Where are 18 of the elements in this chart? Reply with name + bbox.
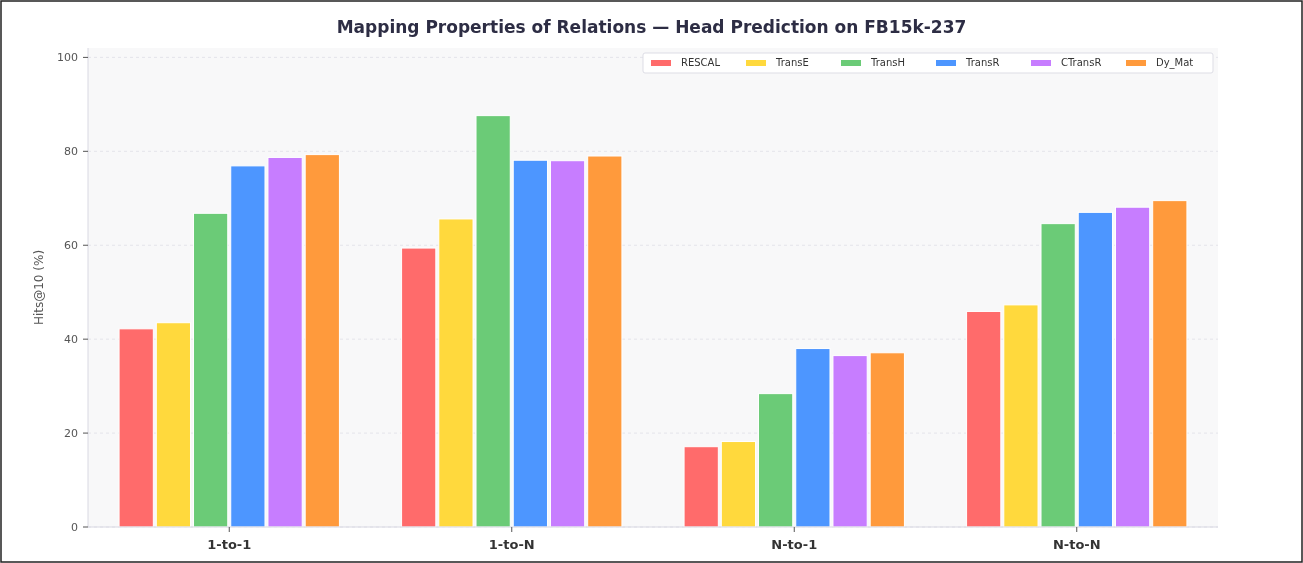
x-tick-label: N-to-N bbox=[1052, 537, 1101, 552]
x-tick-label: 1-to-1 bbox=[207, 537, 252, 552]
y-tick-label: 100 bbox=[57, 50, 78, 64]
legend-label: CTransR bbox=[1061, 57, 1102, 69]
y-tick-label: 60 bbox=[64, 238, 78, 252]
x-tick-label: N-to-1 bbox=[771, 537, 818, 552]
y-tick-label: 20 bbox=[64, 426, 78, 440]
legend-label: TransE bbox=[775, 57, 809, 69]
legend-label: Dy_Mat bbox=[1156, 57, 1194, 70]
y-tick-label: 0 bbox=[71, 520, 78, 534]
y-axis-title: Hits@10 (%) bbox=[32, 249, 46, 326]
x-tick-label: 1-to-N bbox=[488, 537, 535, 552]
legend-label: TransR bbox=[965, 57, 1000, 69]
legend-label: TransH bbox=[870, 57, 905, 69]
chart-title: Mapping Properties of Relations — Head Prediction on FB15k-237 bbox=[336, 17, 967, 37]
y-tick-label: 40 bbox=[64, 332, 78, 346]
legend-label: RESCAL bbox=[681, 57, 721, 69]
y-tick-label: 80 bbox=[64, 144, 78, 158]
